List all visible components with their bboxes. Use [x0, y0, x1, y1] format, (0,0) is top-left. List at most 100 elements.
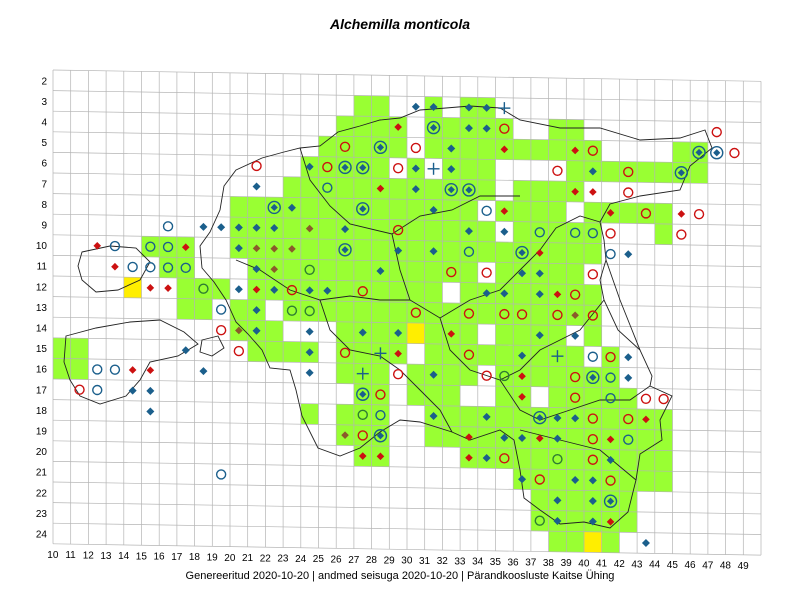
red-circle-marker [286, 284, 298, 296]
blue-ringed-diamond-marker [603, 494, 618, 508]
blue-diamond-marker [464, 103, 473, 112]
y-tick-label: 5 [41, 138, 47, 149]
green-cell [495, 262, 514, 284]
x-tick-label: 15 [136, 551, 148, 562]
blue-ringed-diamond-core [606, 497, 615, 505]
green-cell [371, 384, 390, 405]
green-cell [389, 178, 407, 200]
blue-ringed-diamond-core [713, 149, 721, 157]
grid-row-line [52, 152, 762, 165]
county-border-6 [499, 379, 651, 421]
green-cell [477, 241, 496, 263]
blue-diamond-marker [252, 264, 261, 273]
green-cell [619, 202, 638, 224]
blue-ringed-diamond-core [589, 373, 597, 381]
green-cell [247, 340, 266, 362]
green-cell [548, 304, 567, 326]
green-cell [513, 221, 531, 243]
blue-circle-marker [569, 227, 581, 239]
green-cell [407, 302, 425, 324]
green-cell [283, 300, 301, 322]
red-diamond-marker [606, 209, 615, 217]
green-cell [283, 341, 301, 363]
blue-circle-marker [623, 434, 634, 445]
y-tick-label: 10 [36, 241, 48, 252]
x-tick-label: 13 [100, 551, 112, 562]
green-cell [654, 203, 673, 225]
blue-ringed-diamond-marker [338, 160, 352, 175]
green-cell [530, 345, 549, 367]
blue-diamond-marker [464, 124, 473, 133]
y-tick-label: 3 [41, 97, 47, 108]
grid-row-line [52, 522, 762, 535]
blue-circle-marker [180, 262, 191, 274]
green-cell [371, 281, 390, 302]
blue-ringed-diamond-marker [710, 146, 724, 160]
green-cell [548, 531, 567, 553]
green-cell [442, 344, 461, 365]
red-circle-marker [569, 289, 581, 300]
blue-diamond-marker [234, 244, 243, 253]
green-cell [513, 200, 531, 222]
green-cell [495, 386, 514, 407]
green-cell [283, 176, 301, 198]
blue-diamond-marker [252, 326, 261, 335]
blue-diamond-marker [270, 285, 279, 294]
green-cell [566, 510, 584, 532]
green-cell [336, 301, 354, 323]
x-tick-label: 20 [224, 553, 236, 564]
blue-diamond-marker [641, 538, 650, 547]
blue-diamond-marker [606, 456, 615, 465]
grid-row-line [52, 440, 762, 453]
x-tick-label: 26 [330, 554, 342, 565]
green-cell [353, 136, 372, 158]
x-tick-label: 33 [454, 556, 466, 567]
grid-row-line [52, 358, 762, 371]
green-cell [601, 346, 620, 368]
green-cell [230, 196, 248, 218]
red-diamond-marker [146, 284, 155, 292]
green-cell [70, 358, 89, 380]
blue-ringed-diamond-marker [426, 120, 441, 135]
red-diamond-marker [553, 290, 562, 299]
y-tick-label: 11 [37, 262, 48, 273]
blue-circle-marker [587, 227, 599, 239]
blue-diamond-marker [429, 205, 438, 214]
red-circle-marker [463, 308, 475, 319]
green-cell [460, 138, 478, 160]
y-tick-label: 19 [36, 427, 48, 438]
x-tick-label: 48 [720, 561, 732, 572]
blue-diamond-marker [535, 331, 544, 340]
blue-diamond-marker [358, 328, 367, 337]
green-cell [601, 470, 620, 492]
blue-ringed-diamond-core [359, 205, 367, 213]
green-cell [283, 217, 301, 239]
red-diamond-marker [518, 393, 526, 401]
blue-circle-marker [375, 409, 386, 421]
brown-diamond-marker [270, 265, 279, 274]
x-tick-label: 27 [348, 555, 360, 566]
blue-ringed-diamond-core [341, 163, 349, 171]
x-tick-label: 28 [366, 555, 378, 566]
x-tick-label: 14 [118, 551, 130, 562]
grid-row-line [52, 131, 762, 144]
blue-diamond-marker [341, 225, 350, 234]
green-cell [566, 263, 584, 285]
blue-ringed-diamond-core [341, 246, 349, 254]
green-cell [566, 346, 584, 367]
brown-diamond-marker [571, 311, 579, 320]
green-cell [530, 469, 549, 490]
red-diamond-marker [358, 452, 367, 460]
county-border-5 [319, 299, 453, 433]
green-cell [176, 277, 195, 299]
y-tick-label: 16 [36, 365, 48, 376]
y-tick-label: 9 [41, 221, 47, 232]
observation-markers [74, 102, 740, 547]
green-cell [353, 116, 372, 137]
y-tick-label: 15 [36, 344, 48, 355]
red-diamond-marker [93, 242, 102, 250]
x-tick-label: 46 [684, 560, 696, 571]
green-cell [619, 449, 638, 471]
x-tick-label: 34 [472, 557, 484, 568]
green-cell [336, 198, 354, 220]
